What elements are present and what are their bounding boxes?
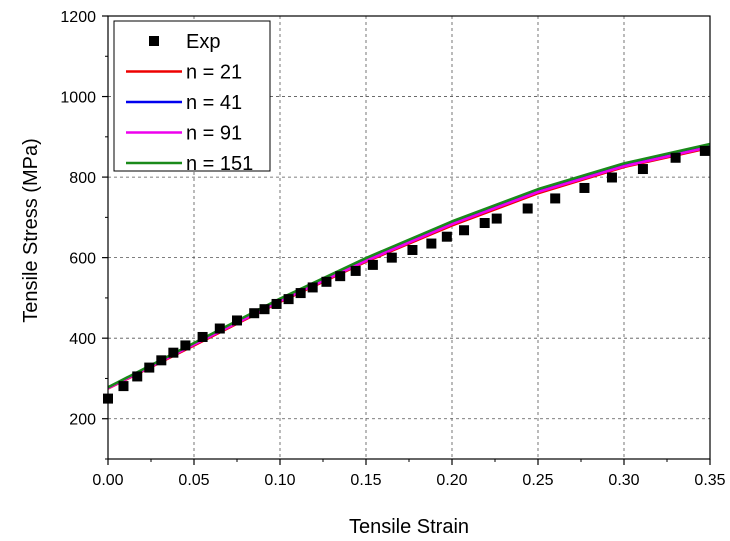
data-point (271, 298, 282, 309)
data-point (197, 331, 208, 342)
legend-swatch-0 (149, 36, 159, 46)
x-tick-label: 0.10 (264, 472, 295, 489)
x-axis-label: Tensile Strain (349, 516, 469, 538)
legend-label-2: n = 41 (186, 92, 242, 114)
data-point (459, 225, 470, 236)
data-point (670, 152, 681, 163)
x-tick-label: 0.30 (608, 472, 639, 489)
x-tick-label: 0.35 (694, 472, 725, 489)
data-point (367, 259, 378, 270)
data-point (249, 308, 260, 319)
legend-box (113, 20, 271, 172)
y-tick-label: 400 (69, 331, 96, 348)
data-point (118, 381, 129, 392)
data-point (479, 218, 490, 229)
data-point (386, 252, 397, 263)
x-tick-label: 0.00 (92, 472, 123, 489)
data-point (168, 347, 179, 358)
data-point (350, 265, 361, 276)
data-point (232, 315, 242, 326)
legend-label-4: n = 151 (186, 153, 253, 175)
data-point (699, 145, 710, 156)
data-point (295, 288, 306, 299)
data-point (579, 182, 590, 193)
y-tick-label: 800 (69, 170, 96, 187)
x-tick-label: 0.15 (350, 472, 381, 489)
series-line-1 (107, 146, 711, 390)
data-point (283, 294, 294, 305)
tick-labels: 0.00 0.05 0.10 0.15 0.20 0.25 0.30 0.35 200 400 60… (60, 9, 725, 489)
y-tick-label: 600 (69, 251, 96, 268)
legend-label-1: n = 21 (186, 62, 242, 84)
y-tick-label: 1000 (60, 90, 96, 107)
x-tick-label: 0.25 (522, 472, 553, 489)
data-point (180, 340, 191, 351)
series-markers (103, 145, 710, 404)
legend-label-3: n = 91 (186, 123, 242, 145)
data-point (426, 238, 437, 249)
y-tick-label: 200 (69, 412, 96, 429)
x-tick-label: 0.20 (436, 472, 467, 489)
x-tick-label: 0.05 (178, 472, 209, 489)
data-point (214, 323, 225, 334)
data-point (335, 271, 346, 282)
axis-ticks (102, 15, 711, 465)
data-point (550, 193, 561, 204)
data-point (321, 276, 332, 287)
data-point (491, 213, 502, 224)
series-line-2 (107, 144, 711, 389)
data-point (156, 355, 167, 366)
data-point (441, 231, 452, 242)
data-point (144, 362, 155, 373)
data-point (259, 304, 270, 315)
data-point (407, 244, 418, 255)
series-line-3 (107, 145, 711, 390)
data-point (307, 282, 318, 293)
y-tick-label: 1200 (60, 9, 96, 26)
legend-label-0: Exp (186, 31, 220, 53)
series-line-4 (107, 142, 711, 389)
data-point (637, 164, 648, 175)
data-point (522, 203, 533, 214)
data-point (606, 172, 617, 183)
data-point (132, 371, 143, 382)
series-lines (107, 142, 711, 390)
y-axis-label: Tensile Stress (MPa) (20, 138, 42, 323)
legend: Exp n = 21 n = 41 n = 91 n = 151 (113, 20, 271, 175)
